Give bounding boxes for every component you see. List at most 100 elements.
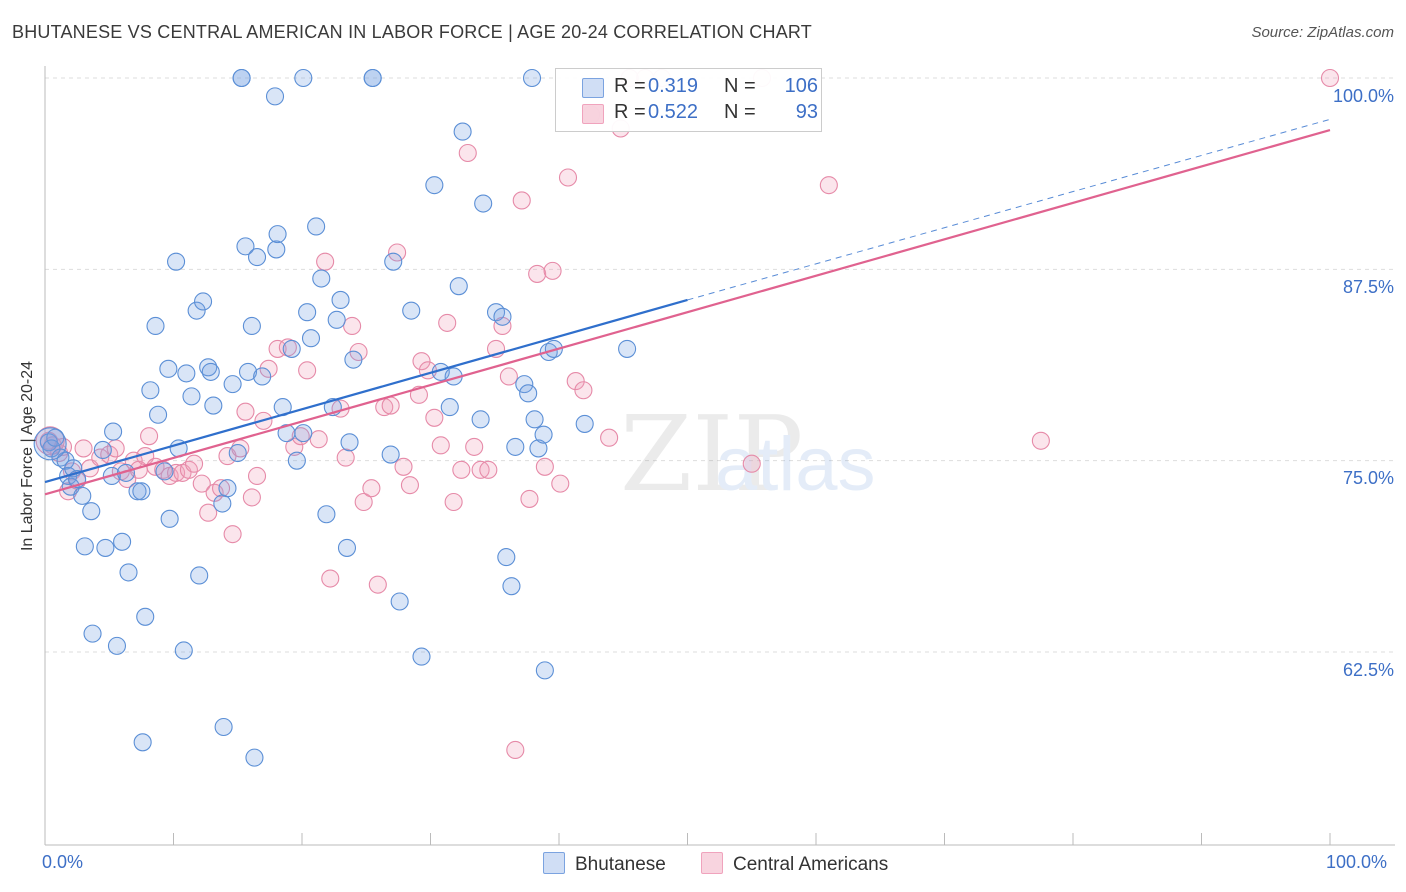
central-americans-point xyxy=(199,503,218,522)
bhutanese-point xyxy=(96,538,115,557)
chart-title: BHUTANESE VS CENTRAL AMERICAN IN LABOR F… xyxy=(12,22,812,42)
bhutanese-point xyxy=(384,252,403,271)
bhutanese-point xyxy=(218,479,237,498)
x-tick-label-max: 100.0% xyxy=(1326,852,1388,872)
bhutanese-point xyxy=(75,537,94,556)
legend-swatch-blue xyxy=(543,852,565,874)
bhutanese-point xyxy=(515,375,534,394)
source-credit: Source: ZipAtlas.com xyxy=(1251,24,1394,41)
central-americans-point xyxy=(192,474,211,493)
bottom-legend-central-americans[interactable]: Central Americans xyxy=(701,852,888,876)
central-americans-point xyxy=(388,243,407,262)
bhutanese-point xyxy=(471,410,490,429)
x-tick-label-min: 0.0% xyxy=(42,852,84,872)
bhutanese-point xyxy=(440,398,459,417)
bhutanese-point xyxy=(294,68,313,88)
bhutanese-point xyxy=(287,451,306,470)
bhutanese-point xyxy=(618,339,637,358)
bhutanese-point xyxy=(502,577,521,596)
bhutanese-point xyxy=(238,362,258,381)
bhutanese-point xyxy=(190,566,209,585)
watermark: ZIP atlas xyxy=(620,393,876,515)
central-americans-point xyxy=(223,525,242,544)
central-americans-point xyxy=(321,569,340,588)
legend-n-value: 106 xyxy=(784,75,818,97)
central-americans-point xyxy=(438,313,457,332)
bhutanese-point xyxy=(535,661,554,680)
central-americans-point xyxy=(551,474,570,493)
legend-label-central-americans: Central Americans xyxy=(733,854,889,875)
central-americans-point xyxy=(425,408,444,427)
central-americans-point xyxy=(452,460,471,479)
bottom-legend-bhutanese[interactable]: Bhutanese xyxy=(543,852,666,876)
bhutanese-point xyxy=(331,290,350,309)
bhutanese-point xyxy=(402,301,421,320)
bhutanese-point xyxy=(534,425,553,444)
bhutanese-point xyxy=(141,381,160,400)
bhutanese-point xyxy=(344,350,363,369)
bhutanese-point xyxy=(201,362,220,381)
watermark-atlas: atlas xyxy=(715,422,876,507)
central-americans-point xyxy=(506,740,525,760)
bhutanese-point xyxy=(449,277,468,296)
bhutanese-point xyxy=(493,307,512,326)
bhutanese-point xyxy=(474,194,493,213)
legend-r-value: 0.522 xyxy=(648,101,699,123)
central-americans-point xyxy=(819,176,838,195)
watermark-zip: ZIP xyxy=(620,393,803,515)
bhutanese-point xyxy=(159,359,178,378)
central-americans-point xyxy=(499,367,518,386)
bhutanese-point xyxy=(453,122,472,141)
central-americans-point xyxy=(742,454,761,473)
bhutanese-point xyxy=(425,176,444,195)
bhutanese-point xyxy=(337,538,357,557)
bhutanese-point xyxy=(301,329,321,348)
central-americans-point xyxy=(211,479,231,498)
central-americans-point xyxy=(298,361,317,380)
bhutanese-point xyxy=(242,316,261,336)
central-americans-point xyxy=(185,454,204,473)
y-tick-label: 87.5% xyxy=(1342,277,1394,297)
central-americans-point xyxy=(381,396,400,415)
central-americans-point xyxy=(535,457,554,476)
bhutanese-point xyxy=(525,410,544,429)
bhutanese-point xyxy=(160,509,179,528)
bhutanese-point xyxy=(317,505,336,524)
central-americans-point xyxy=(362,479,381,498)
bhutanese-point xyxy=(412,647,431,666)
bhutanese-point xyxy=(223,375,242,394)
bhutanese-point xyxy=(265,87,285,106)
central-americans-point xyxy=(242,488,261,507)
bhutanese-point xyxy=(381,445,400,464)
bhutanese-point xyxy=(340,433,359,452)
bhutanese-point xyxy=(83,624,102,643)
bhutanese-point xyxy=(133,733,152,752)
central-americans-point xyxy=(471,460,490,479)
bhutanese-point xyxy=(174,641,193,660)
bhutanese-point xyxy=(267,240,286,259)
bhutanese-point xyxy=(194,292,213,311)
bhutanese-point xyxy=(529,439,548,458)
central-americans-trend-line xyxy=(44,128,1331,496)
y-axis-label: In Labor Force | Age 20-24 xyxy=(19,360,36,552)
bhutanese-point xyxy=(245,748,264,767)
bhutanese-point xyxy=(544,339,563,358)
bhutanese-point xyxy=(575,414,594,433)
bhutanese-point xyxy=(497,548,516,567)
central-americans-point xyxy=(574,381,593,400)
axes xyxy=(44,66,1395,846)
central-americans-point xyxy=(74,439,93,458)
bhutanese-point xyxy=(506,437,525,456)
bhutanese-point xyxy=(132,482,151,501)
bhutanese-point xyxy=(204,396,223,415)
bhutanese-point xyxy=(113,532,132,551)
central-americans-point xyxy=(444,492,463,512)
bhutanese-point xyxy=(213,494,232,513)
bhutanese-point xyxy=(214,717,233,737)
central-americans-point xyxy=(259,359,278,378)
central-americans-point xyxy=(247,466,267,486)
bhutanese-point xyxy=(149,405,168,424)
bhutanese-point xyxy=(247,248,267,267)
central-americans-point xyxy=(458,143,477,163)
legend-swatch-pink xyxy=(582,104,604,124)
